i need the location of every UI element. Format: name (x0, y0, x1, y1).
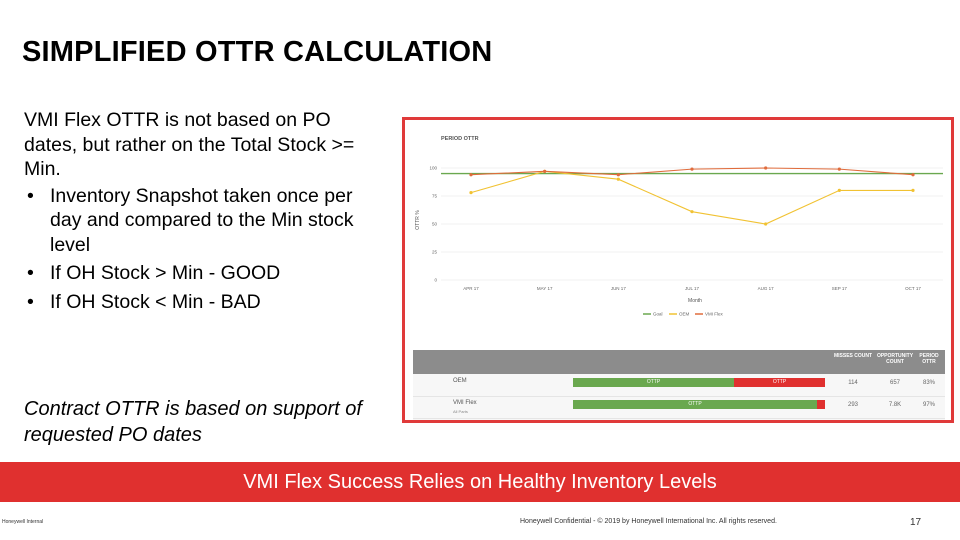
opportunity-count: 657 (889, 380, 900, 386)
header-opportunity: OPPORTUNITY COUNT (876, 353, 914, 365)
data-point (764, 166, 768, 170)
table-row-oem: OEM OTTP OTTP 114 657 83% (413, 374, 945, 397)
good-bar: OTTP (573, 378, 734, 387)
opportunity-count: 7.8K (888, 402, 902, 408)
data-point (837, 188, 841, 192)
footer-copyright: Honeywell Confidential - © 2019 by Honey… (520, 518, 777, 525)
data-point (764, 222, 768, 226)
data-point (690, 167, 694, 171)
y-tick-label: 75 (432, 194, 438, 199)
data-point (469, 173, 473, 177)
y-tick-label: 100 (429, 166, 437, 171)
misses-count: 293 (847, 402, 858, 408)
table-header: MISSES COUNT OPPORTUNITY COUNT PERIOD OT… (413, 350, 945, 374)
data-point (616, 173, 620, 177)
y-tick-label: 25 (432, 250, 438, 255)
header-ottr: PERIOD OTTR (919, 353, 939, 365)
data-point (690, 210, 694, 214)
period-ottr: 83% (922, 380, 935, 386)
slide-title: SIMPLIFIED OTTR CALCULATION (22, 36, 493, 68)
bad-bar: OTTP (734, 378, 825, 387)
chart-svg: PERIOD OTTR 0 25 50 75 100 APR 17 MAY 17 JUN 1… (415, 136, 943, 317)
x-tick-label: JUN 17 (611, 286, 627, 291)
row-sublabel: All Parts (453, 409, 468, 414)
y-axis-label: OTTR % (415, 210, 421, 230)
y-tick-label: 0 (434, 278, 437, 283)
ottr-table: MISSES COUNT OPPORTUNITY COUNT PERIOD OT… (413, 350, 945, 420)
chart-title: PERIOD OTTR (441, 136, 479, 142)
legend-label: OEM (679, 312, 690, 317)
legend-label: Goal (653, 312, 663, 317)
data-point (469, 191, 473, 195)
x-tick-label: AUG 17 (758, 286, 775, 291)
ottr-figure: PERIOD OTTR 0 25 50 75 100 APR 17 MAY 17 JUN 1… (402, 117, 954, 423)
row-label: OEM (453, 378, 467, 384)
row-label: VMI Flex (453, 400, 477, 406)
bullet-item: If OH Stock > Min - GOOD (24, 261, 384, 286)
body-text: VMI Flex OTTR is not based on PO dates, … (24, 108, 384, 318)
x-axis-label: Month (688, 298, 702, 304)
table-row-vmi: VMI Flex All Parts OTTP 293 7.8K 97% (413, 396, 945, 419)
footer-classification: Honeywell Internal (2, 519, 44, 525)
intro-paragraph: VMI Flex OTTR is not based on PO dates, … (24, 109, 355, 180)
bad-bar (817, 400, 825, 409)
data-point (837, 167, 841, 171)
bullet-list: Inventory Snapshot taken once per day an… (24, 184, 384, 315)
bullet-item: If OH Stock < Min - BAD (24, 290, 384, 315)
period-ottr-chart: PERIOD OTTR 0 25 50 75 100 APR 17 MAY 17 JUN 1… (405, 120, 951, 330)
contract-note: Contract OTTR is based on support of req… (24, 398, 362, 446)
data-point (911, 173, 915, 177)
header-misses: MISSES COUNT (833, 353, 873, 359)
x-tick-label: SEP 17 (832, 286, 848, 291)
legend-label: VMI Flex (705, 312, 724, 317)
x-tick-label: APR 17 (463, 286, 479, 291)
data-point (911, 188, 915, 192)
data-point (616, 177, 620, 181)
series-line-oem (470, 170, 913, 225)
x-tick-label: OCT 17 (905, 286, 921, 291)
page-number: 17 (910, 517, 922, 528)
success-banner: VMI Flex Success Relies on Healthy Inven… (0, 462, 960, 502)
y-tick-label: 50 (432, 222, 438, 227)
x-tick-label: MAY 17 (537, 286, 553, 291)
data-point (543, 169, 547, 173)
x-tick-label: JUL 17 (685, 286, 700, 291)
misses-count: 114 (848, 380, 858, 386)
bullet-item: Inventory Snapshot taken once per day an… (24, 184, 384, 258)
period-ottr: 97% (922, 402, 935, 408)
good-bar: OTTP (573, 400, 817, 409)
